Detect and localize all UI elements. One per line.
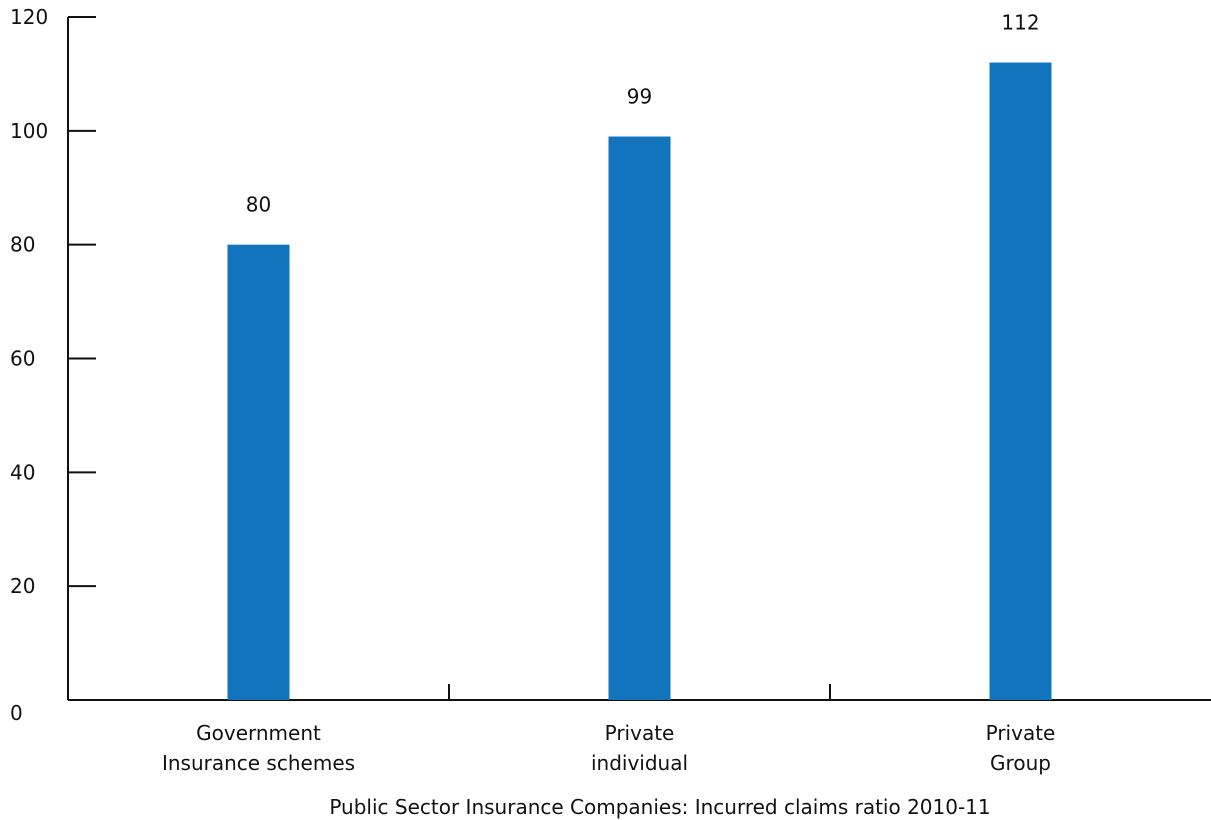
y-tick-label: 60 <box>10 347 35 371</box>
chart-bars <box>227 62 1052 701</box>
data-label: 112 <box>1001 11 1039 35</box>
data-label: 99 <box>627 85 652 109</box>
x-category-label: Government <box>196 721 321 745</box>
y-tick-label: 0 <box>10 701 23 725</box>
bar <box>989 62 1052 701</box>
x-category-label: Private <box>605 721 675 745</box>
x-category-label: Group <box>990 751 1051 775</box>
y-tick-label: 80 <box>10 233 35 257</box>
chart-labels: 80 Government Insurance schemes 99 Private in… <box>162 11 1055 775</box>
y-tick-label: 20 <box>10 574 35 598</box>
y-tick-label: 120 <box>10 5 48 29</box>
x-category-label: Insurance schemes <box>162 751 355 775</box>
chart-title: Public Sector Insurance Companies: Incur… <box>329 795 990 819</box>
x-category-label: individual <box>591 751 688 775</box>
x-category-label: Private <box>986 721 1056 745</box>
y-tick-label: 40 <box>10 460 35 484</box>
bar <box>608 136 671 700</box>
y-tick-label: 100 <box>10 119 48 143</box>
bar <box>227 244 290 700</box>
data-label: 80 <box>246 193 271 217</box>
